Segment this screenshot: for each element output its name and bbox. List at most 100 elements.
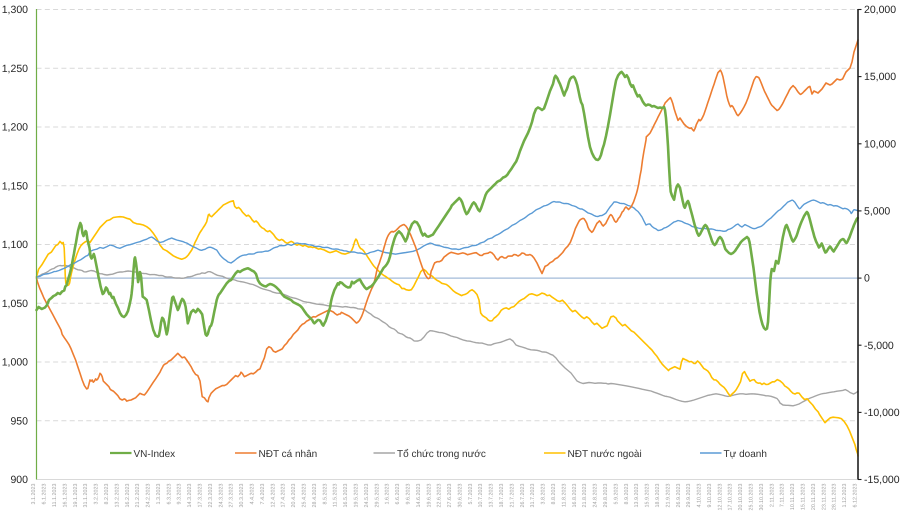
svg-text:3.1.2023: 3.1.2023 <box>31 483 37 504</box>
svg-text:25.4.2023: 25.4.2023 <box>302 484 308 508</box>
svg-text:19.1.2023: 19.1.2023 <box>73 484 79 508</box>
svg-text:29.8.2023: 29.8.2023 <box>603 484 609 508</box>
svg-text:1,050: 1,050 <box>2 298 28 310</box>
svg-text:16.1.2023: 16.1.2023 <box>62 484 68 508</box>
svg-text:0: 0 <box>864 273 870 285</box>
svg-text:21.9.2023: 21.9.2023 <box>665 484 671 508</box>
svg-text:15,000: 15,000 <box>864 71 896 83</box>
svg-text:31.7.2023: 31.7.2023 <box>530 484 536 508</box>
svg-text:16.5.2023: 16.5.2023 <box>343 484 349 508</box>
svg-text:1,000: 1,000 <box>2 357 28 369</box>
svg-text:25.10.2023: 25.10.2023 <box>749 484 755 511</box>
svg-text:8.9.2023: 8.9.2023 <box>624 483 630 504</box>
svg-text:21.8.2023: 21.8.2023 <box>582 484 588 508</box>
svg-text:19.6.2023: 19.6.2023 <box>426 484 432 508</box>
svg-text:7.4.2023: 7.4.2023 <box>260 483 266 504</box>
svg-text:1,100: 1,100 <box>2 239 28 251</box>
svg-text:3.2.2023: 3.2.2023 <box>94 483 100 504</box>
svg-text:13.7.2023: 13.7.2023 <box>489 484 495 508</box>
svg-text:17.3.2023: 17.3.2023 <box>198 484 204 508</box>
svg-text:5.7.2023: 5.7.2023 <box>468 483 474 504</box>
svg-text:1,250: 1,250 <box>2 63 28 75</box>
svg-text:14.3.2023: 14.3.2023 <box>187 484 193 508</box>
svg-text:21.2.2023: 21.2.2023 <box>135 484 141 508</box>
svg-text:16.2.2023: 16.2.2023 <box>125 484 131 508</box>
svg-text:23.11.2023: 23.11.2023 <box>821 484 827 511</box>
svg-text:5.9.2023: 5.9.2023 <box>613 483 619 504</box>
svg-text:14.6.2023: 14.6.2023 <box>416 484 422 508</box>
svg-text:24.2.2023: 24.2.2023 <box>146 484 152 508</box>
svg-text:29.9.2023: 29.9.2023 <box>686 484 692 508</box>
svg-text:20.11.2023: 20.11.2023 <box>811 484 817 511</box>
svg-text:-5,000: -5,000 <box>864 340 894 352</box>
svg-text:31.1.2023: 31.1.2023 <box>83 484 89 508</box>
svg-text:6.3.2023: 6.3.2023 <box>166 483 172 504</box>
svg-text:-10,000: -10,000 <box>864 407 900 419</box>
svg-text:4.10.2023: 4.10.2023 <box>697 484 703 508</box>
svg-text:28.11.2023: 28.11.2023 <box>832 484 838 511</box>
svg-text:10.11.2023: 10.11.2023 <box>790 484 796 511</box>
svg-text:9.6.2023: 9.6.2023 <box>406 483 412 504</box>
svg-text:18.9.2023: 18.9.2023 <box>655 484 661 508</box>
svg-text:12.4.2023: 12.4.2023 <box>270 484 276 508</box>
svg-text:18.7.2023: 18.7.2023 <box>499 484 505 508</box>
svg-text:1.12.2023: 1.12.2023 <box>842 484 848 508</box>
svg-text:Tự doanh: Tự doanh <box>724 449 767 460</box>
svg-text:Tổ chức trong nước: Tổ chức trong nước <box>397 448 486 460</box>
svg-text:17.4.2023: 17.4.2023 <box>281 484 287 508</box>
svg-text:6.1.2023: 6.1.2023 <box>42 483 48 504</box>
svg-text:NĐT cá nhân: NĐT cá nhân <box>259 449 318 460</box>
svg-text:16.8.2023: 16.8.2023 <box>572 484 578 508</box>
svg-text:8.8.2023: 8.8.2023 <box>551 483 557 504</box>
svg-text:1.6.2023: 1.6.2023 <box>385 483 391 504</box>
svg-text:2.11.2023: 2.11.2023 <box>769 484 775 508</box>
svg-text:27.3.2023: 27.3.2023 <box>229 484 235 508</box>
svg-text:950: 950 <box>10 415 28 427</box>
svg-text:NĐT nước ngoài: NĐT nước ngoài <box>568 449 642 460</box>
svg-text:6.12.2023: 6.12.2023 <box>853 484 859 508</box>
svg-text:20,000: 20,000 <box>864 4 896 16</box>
svg-text:30.6.2023: 30.6.2023 <box>457 484 463 508</box>
svg-text:20.10.2023: 20.10.2023 <box>738 484 744 511</box>
svg-text:20.4.2023: 20.4.2023 <box>291 484 297 508</box>
svg-text:5,000: 5,000 <box>864 206 890 218</box>
svg-text:27.6.2023: 27.6.2023 <box>447 484 453 508</box>
svg-text:17.10.2023: 17.10.2023 <box>728 484 734 511</box>
svg-text:9.10.2023: 9.10.2023 <box>707 484 713 508</box>
svg-text:900: 900 <box>10 474 28 486</box>
svg-text:24.5.2023: 24.5.2023 <box>364 484 370 508</box>
svg-text:3.8.2023: 3.8.2023 <box>541 483 547 504</box>
svg-text:10.7.2023: 10.7.2023 <box>478 484 484 508</box>
svg-text:30.3.2023: 30.3.2023 <box>239 484 245 508</box>
svg-text:13.9.2023: 13.9.2023 <box>634 484 640 508</box>
svg-text:24.8.2023: 24.8.2023 <box>593 484 599 508</box>
svg-text:12.10.2023: 12.10.2023 <box>717 484 723 511</box>
svg-text:1,150: 1,150 <box>2 180 28 192</box>
svg-text:15.9.2023: 15.9.2023 <box>645 484 651 508</box>
svg-text:15.11.2023: 15.11.2023 <box>801 484 807 511</box>
svg-text:8.2.2023: 8.2.2023 <box>104 483 110 504</box>
svg-text:4.4.2023: 4.4.2023 <box>250 483 256 504</box>
svg-text:22.6.2023: 22.6.2023 <box>437 484 443 508</box>
svg-text:11.5.2023: 11.5.2023 <box>333 484 339 508</box>
svg-text:24.3.2023: 24.3.2023 <box>218 484 224 508</box>
svg-text:11.8.2023: 11.8.2023 <box>561 484 567 508</box>
svg-text:30.10.2023: 30.10.2023 <box>759 484 765 511</box>
svg-text:VN-Index: VN-Index <box>134 449 176 460</box>
svg-text:1,300: 1,300 <box>2 4 28 16</box>
svg-text:28.4.2023: 28.4.2023 <box>312 484 318 508</box>
svg-text:29.5.2023: 29.5.2023 <box>374 484 380 508</box>
svg-text:6.6.2023: 6.6.2023 <box>395 483 401 504</box>
svg-text:19.5.2023: 19.5.2023 <box>354 484 360 508</box>
svg-text:8.5.2023: 8.5.2023 <box>322 483 328 504</box>
svg-text:21.7.2023: 21.7.2023 <box>509 484 515 508</box>
svg-text:10,000: 10,000 <box>864 138 896 150</box>
svg-text:7.11.2023: 7.11.2023 <box>780 484 786 508</box>
svg-text:11.1.2023: 11.1.2023 <box>52 484 58 508</box>
svg-text:9.3.2023: 9.3.2023 <box>177 483 183 504</box>
svg-text:13.2.2023: 13.2.2023 <box>114 484 120 508</box>
svg-text:1.3.2023: 1.3.2023 <box>156 483 162 504</box>
svg-text:26.9.2023: 26.9.2023 <box>676 484 682 508</box>
svg-text:-15,000: -15,000 <box>864 474 900 486</box>
svg-text:22.3.2023: 22.3.2023 <box>208 484 214 508</box>
